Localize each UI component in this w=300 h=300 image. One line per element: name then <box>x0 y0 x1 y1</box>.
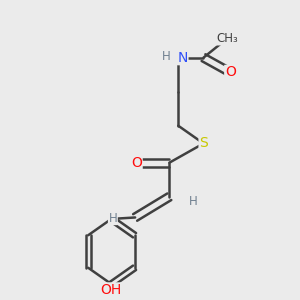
Text: S: S <box>199 136 208 151</box>
Text: CH₃: CH₃ <box>216 32 238 45</box>
Text: O: O <box>225 65 236 80</box>
Text: N: N <box>178 51 188 64</box>
Text: OH: OH <box>101 283 122 297</box>
Text: H: H <box>109 212 117 225</box>
Text: O: O <box>131 156 142 170</box>
Text: H: H <box>162 50 171 63</box>
Text: H: H <box>189 195 197 208</box>
